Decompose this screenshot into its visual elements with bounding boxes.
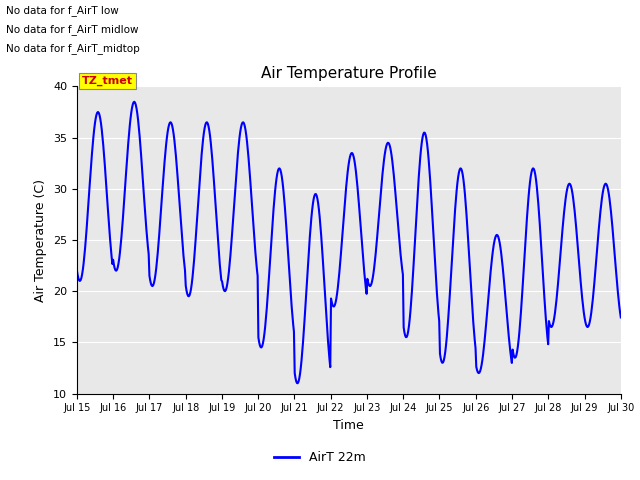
Y-axis label: Air Temperature (C): Air Temperature (C) xyxy=(35,179,47,301)
Text: TZ_tmet: TZ_tmet xyxy=(82,76,133,86)
Text: No data for f_AirT low: No data for f_AirT low xyxy=(6,5,119,16)
Text: No data for f_AirT midlow: No data for f_AirT midlow xyxy=(6,24,139,35)
Title: Air Temperature Profile: Air Temperature Profile xyxy=(261,66,436,81)
X-axis label: Time: Time xyxy=(333,419,364,432)
Legend: AirT 22m: AirT 22m xyxy=(269,446,371,469)
Text: No data for f_AirT_midtop: No data for f_AirT_midtop xyxy=(6,43,140,54)
